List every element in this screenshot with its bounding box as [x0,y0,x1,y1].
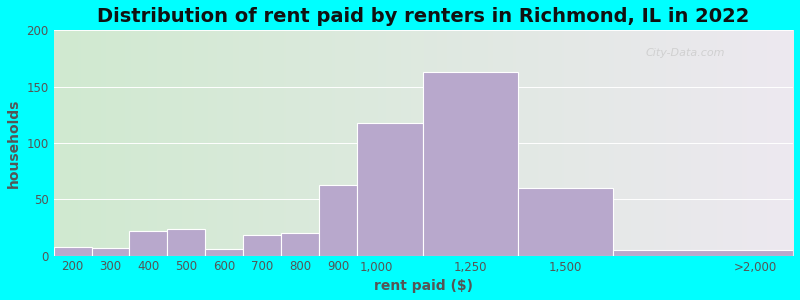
Bar [423,72,518,256]
Bar [91,248,130,256]
Bar [357,123,423,256]
Bar [243,236,281,256]
Bar [167,229,206,256]
X-axis label: rent paid ($): rent paid ($) [374,279,473,293]
Bar [206,249,243,256]
Bar [518,188,613,256]
Bar [319,185,357,256]
Title: Distribution of rent paid by renters in Richmond, IL in 2022: Distribution of rent paid by renters in … [97,7,750,26]
Text: City-Data.com: City-Data.com [645,48,725,58]
Bar [613,250,793,256]
Bar [130,231,167,256]
Bar [281,233,319,256]
Y-axis label: households: households [7,98,21,188]
Bar [54,247,91,256]
